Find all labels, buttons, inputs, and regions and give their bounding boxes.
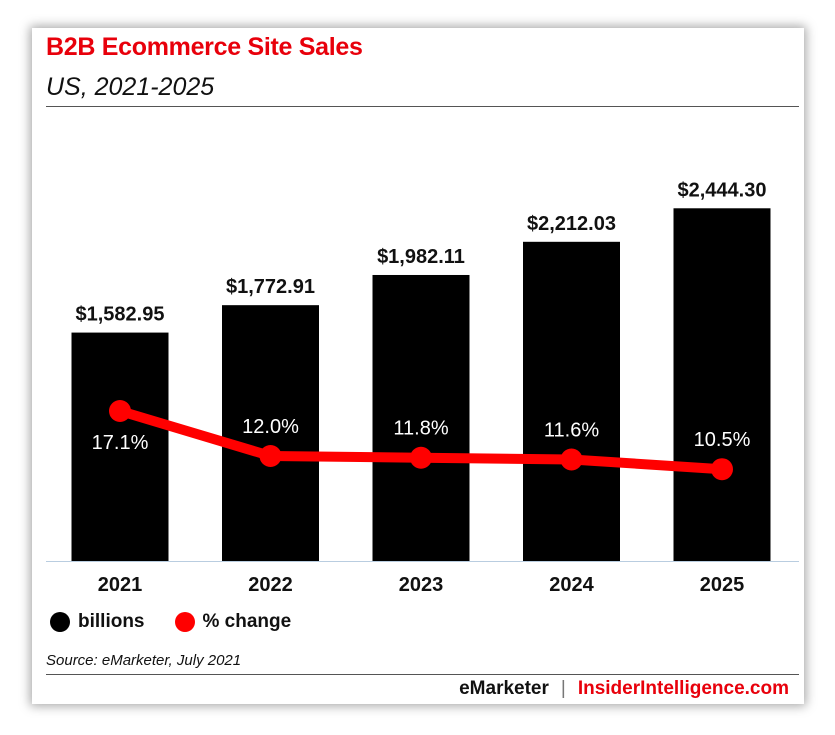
x-tick-label-2023: 2023 bbox=[399, 574, 444, 596]
chart-title: B2B Ecommerce Site Sales bbox=[46, 33, 363, 61]
legend: billions % change bbox=[50, 610, 321, 634]
percent-change-point-2022 bbox=[259, 444, 282, 467]
x-tick-label-2024: 2024 bbox=[549, 574, 594, 596]
legend-swatch-billions bbox=[50, 612, 70, 632]
bar-value-label-2025: $2,444.30 bbox=[678, 179, 767, 201]
bar-value-label-2022: $1,772.91 bbox=[226, 276, 315, 298]
chart-subtitle: US, 2021-2025 bbox=[46, 73, 215, 101]
bar-value-label-2021: $1,582.95 bbox=[76, 304, 165, 326]
x-tick-label-2022: 2022 bbox=[248, 574, 293, 596]
bar-2021 bbox=[71, 332, 169, 561]
bar-2023 bbox=[372, 274, 470, 561]
bar-2024 bbox=[523, 241, 620, 561]
percent-change-point-2024 bbox=[560, 448, 583, 471]
percent-change-label-2022: 12.0% bbox=[242, 416, 299, 438]
footer-brand: eMarketer | InsiderIntelligence.com bbox=[459, 678, 789, 700]
legend-label-percent-change: % change bbox=[202, 611, 292, 632]
legend-item-percent-change: % change bbox=[174, 611, 292, 633]
percent-change-label-2023: 11.8% bbox=[393, 418, 448, 440]
bar-2022 bbox=[222, 305, 319, 561]
legend-label-billions: billions bbox=[78, 611, 145, 632]
legend-item-billions: billions bbox=[50, 611, 145, 633]
x-tick-label-2025: 2025 bbox=[700, 574, 745, 596]
source-note: Source: eMarketer, July 2021 bbox=[46, 652, 242, 669]
percent-change-point-2021 bbox=[109, 400, 131, 422]
percent-change-label-2024: 11.6% bbox=[544, 420, 599, 442]
legend-swatch-percent-change bbox=[174, 612, 195, 632]
bar-value-label-2023: $1,982.11 bbox=[377, 246, 465, 268]
brand-emarketer: eMarketer bbox=[459, 678, 549, 699]
percent-change-label-2025: 10.5% bbox=[694, 429, 751, 451]
brand-separator: | bbox=[560, 678, 566, 699]
brand-insider-intelligence: InsiderIntelligence.com bbox=[577, 678, 789, 699]
bar-2025 bbox=[673, 208, 771, 561]
header-divider bbox=[46, 106, 799, 107]
percent-change-label-2021: 17.1% bbox=[92, 432, 149, 454]
percent-change-point-2025 bbox=[711, 458, 733, 481]
percent-change-point-2023 bbox=[410, 446, 432, 469]
x-tick-label-2021: 2021 bbox=[98, 574, 143, 596]
footer-divider bbox=[46, 674, 799, 675]
bar-value-label-2024: $2,212.03 bbox=[527, 213, 616, 235]
